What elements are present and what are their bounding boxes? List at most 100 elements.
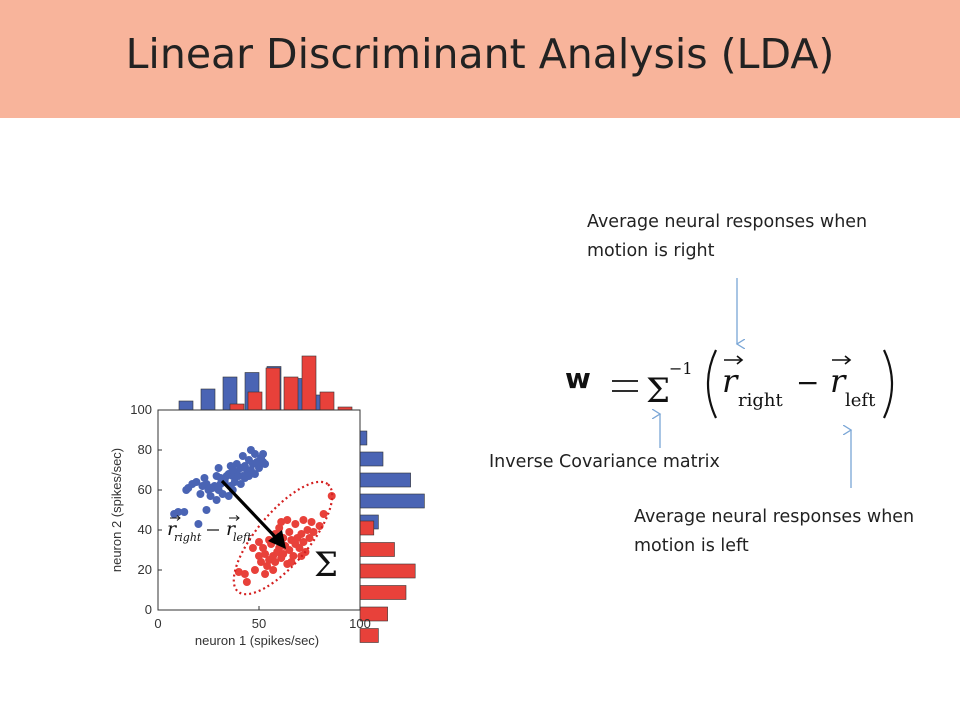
point-left-motion [202, 506, 211, 514]
covariance-ellipse [232, 480, 334, 596]
plot-area [157, 409, 361, 611]
right-hist-bar-red [359, 628, 379, 643]
point-left-motion [244, 472, 253, 480]
point-right-motion [291, 520, 300, 528]
point-right-motion [255, 538, 263, 546]
note-average-right: Average neural responses when motion is … [587, 208, 867, 266]
point-left-motion [194, 520, 203, 528]
y-tick-label: 80 [138, 442, 152, 457]
point-right-motion [261, 550, 270, 558]
right-hist-bar-red [359, 563, 416, 579]
point-right-motion [275, 524, 284, 532]
point-right-motion [305, 534, 314, 542]
point-left-motion [230, 478, 239, 486]
point-right-motion [255, 552, 263, 560]
point-right-motion [307, 518, 316, 526]
sub-left: left [845, 390, 876, 411]
point-left-motion [255, 464, 263, 472]
right-hist-bar-red [359, 520, 375, 536]
inset-r-right: r [167, 518, 178, 540]
point-right-motion [285, 546, 294, 554]
x-tick-label: 100 [349, 616, 371, 631]
point-right-motion [261, 570, 270, 578]
top-hist-bar-red [283, 376, 299, 411]
inset-sigma: Σ [314, 545, 338, 585]
note-right-line2: motion is right [587, 241, 715, 261]
point-right-motion [277, 518, 286, 526]
data-points [170, 446, 336, 586]
point-right-motion [295, 544, 304, 552]
point-left-motion [180, 508, 189, 516]
point-right-motion [250, 566, 259, 574]
top-hist-bar-red [301, 355, 317, 411]
w-symbol: w [565, 362, 591, 395]
point-right-motion [271, 558, 280, 566]
point-left-motion [214, 464, 223, 472]
point-right-motion [299, 516, 308, 524]
point-left-motion [218, 490, 227, 498]
point-right-motion [242, 578, 251, 586]
sigma-symbol: Σ [646, 371, 670, 411]
point-left-motion [261, 460, 270, 468]
right-hist-bar-blue [359, 472, 411, 488]
note-left-line2: motion is left [634, 536, 749, 556]
point-left-motion [192, 478, 201, 486]
point-right-motion [283, 516, 292, 524]
inset-r-left: r [226, 518, 237, 540]
equals-sign [612, 380, 638, 392]
note-left-line1: Average neural responses when [634, 507, 915, 527]
point-right-motion [285, 528, 294, 536]
point-right-motion [315, 522, 324, 530]
mean-difference-arrow [220, 479, 286, 549]
top-hist-bar-red [247, 391, 263, 411]
inset-sub-left: left [233, 531, 252, 544]
histogram-right [359, 430, 425, 643]
top-hist-bar-red [229, 403, 245, 411]
right-paren [883, 349, 894, 419]
title-bar [0, 0, 960, 118]
right-hist-bar-red [359, 542, 395, 557]
y-tick-label: 60 [138, 482, 152, 497]
r-symbol-left: r [830, 362, 847, 400]
y-tick-label: 20 [138, 562, 152, 577]
point-right-motion [240, 570, 249, 578]
top-hist-bar-blue [200, 388, 216, 411]
r-right-term: r right [722, 355, 783, 411]
point-left-motion [206, 484, 215, 492]
minus-sign: − [796, 366, 819, 399]
top-hist-bar-blue [178, 400, 194, 411]
point-right-motion [248, 544, 257, 552]
y-tick-label: 0 [145, 602, 152, 617]
note-right-line1: Average neural responses when [587, 212, 868, 232]
right-hist-bar-red [359, 606, 388, 622]
point-left-motion [232, 460, 241, 468]
point-right-motion [234, 568, 243, 576]
r-symbol-right: r [722, 362, 739, 400]
point-left-motion [174, 508, 183, 516]
point-right-motion [279, 550, 288, 558]
y-axis-label: neuron 2 (spikes/sec) [109, 448, 124, 572]
point-right-motion [327, 492, 336, 500]
right-hist-bar-blue [359, 493, 425, 509]
top-hist-bar-red [319, 391, 335, 411]
y-tick-label: 40 [138, 522, 152, 537]
x-tick-label: 0 [154, 616, 161, 631]
left-paren [706, 349, 717, 419]
point-right-motion [263, 562, 272, 570]
point-left-motion [240, 462, 249, 470]
point-right-motion [259, 544, 268, 552]
axes: 0 50 100 0 20 40 60 80 100 [130, 402, 371, 631]
point-right-motion [287, 558, 296, 566]
power-minus-one: −1 [669, 359, 693, 378]
slide-title: Linear Discriminant Analysis (LDA) [125, 30, 835, 78]
note-average-left: Average neural responses when motion is … [634, 503, 914, 561]
inset-equation: r right r left [167, 515, 252, 544]
r-left-term: r left [830, 355, 876, 411]
point-left-motion [238, 452, 247, 460]
point-left-motion [228, 466, 237, 474]
point-right-motion [257, 558, 266, 566]
point-left-motion [206, 492, 215, 500]
note-inverse-covariance: Inverse Covariance matrix [489, 452, 720, 472]
inset-sub-right: right [174, 531, 202, 544]
